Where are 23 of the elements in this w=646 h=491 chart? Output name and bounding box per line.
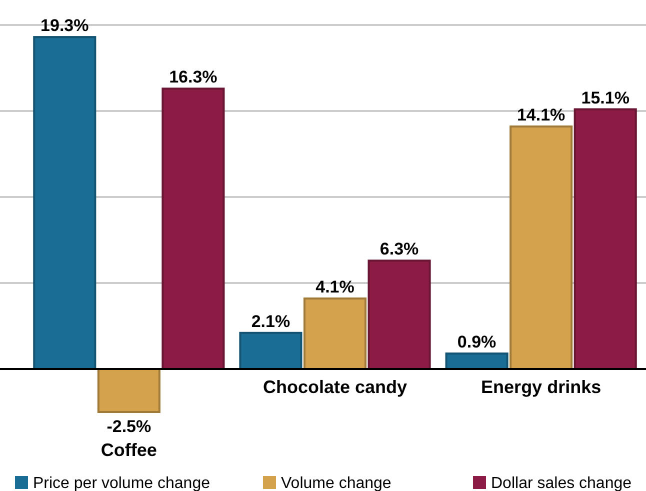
x-tick-label: Chocolate candy — [262, 377, 408, 397]
bar — [97, 368, 160, 413]
data-label: 14.1% — [516, 105, 566, 124]
data-label: 2.1% — [251, 312, 290, 331]
data-label: 16.3% — [169, 68, 218, 87]
data-label: -2.5% — [106, 417, 152, 436]
data-label: 19.3% — [40, 16, 89, 36]
bar — [510, 125, 573, 370]
legend-label: Price per volume change — [33, 475, 210, 491]
bar — [574, 108, 637, 370]
data-label: 6.3% — [380, 240, 419, 259]
x-tick-label: Coffee — [100, 440, 157, 460]
legend-label: Dollar sales change — [491, 475, 632, 491]
data-label: 15.1% — [581, 88, 630, 108]
data-label: 0.9% — [457, 332, 496, 352]
bar — [368, 260, 431, 370]
bar — [239, 332, 302, 370]
x-tick-label: Energy drinks — [481, 377, 602, 397]
legend-label: Volume change — [281, 475, 392, 491]
bar — [33, 36, 96, 370]
bar — [162, 88, 225, 370]
data-label: 4.1% — [316, 277, 354, 296]
bar — [303, 297, 367, 370]
